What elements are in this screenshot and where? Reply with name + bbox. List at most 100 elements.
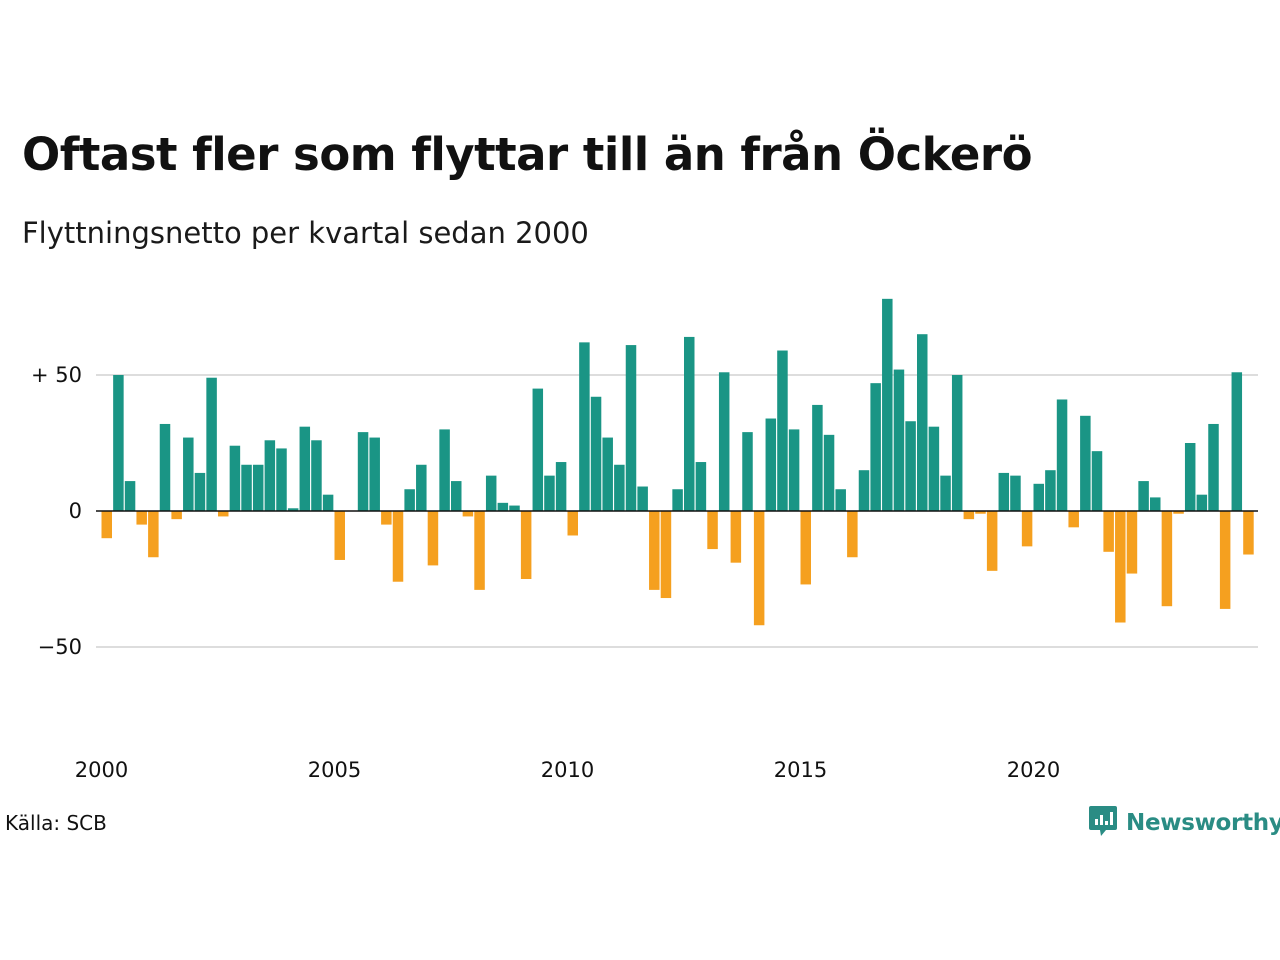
bar-negative	[136, 511, 147, 525]
bar-negative	[963, 511, 975, 520]
bar-positive	[940, 475, 951, 511]
bar-positive	[823, 434, 835, 511]
bar-positive	[742, 432, 753, 511]
bar-negative	[730, 511, 742, 563]
bar-positive	[276, 448, 287, 511]
bar-positive	[159, 423, 171, 511]
bar-positive	[241, 464, 252, 511]
bar-negative	[1126, 511, 1138, 574]
bars	[101, 298, 1254, 626]
bar-positive	[404, 489, 415, 511]
bar-positive	[777, 350, 788, 511]
bar-positive	[497, 502, 509, 511]
bar-positive	[858, 470, 870, 511]
bar-positive	[1045, 470, 1056, 511]
bar-negative	[462, 511, 474, 517]
bar-positive	[614, 464, 625, 511]
bar-negative	[1243, 511, 1254, 555]
bar-negative	[1021, 511, 1033, 547]
bar-positive	[299, 426, 311, 511]
bar-negative	[707, 511, 718, 550]
bar-positive	[322, 494, 334, 511]
bar-positive	[765, 418, 777, 511]
bar-positive	[590, 396, 602, 511]
bar-positive	[555, 462, 567, 511]
newsworthy-chat-chart-icon	[1088, 804, 1118, 842]
source-note: Källa: SCB	[5, 811, 107, 835]
bar-negative	[847, 511, 858, 558]
x-axis-ticks: 2000 2005 2010 2015 2020	[75, 758, 1060, 782]
bar-positive	[1080, 415, 1091, 511]
bar-positive	[1033, 483, 1044, 511]
bar-positive	[311, 440, 322, 511]
bar-positive	[1056, 399, 1068, 511]
bar-positive	[1196, 494, 1208, 511]
bar-negative	[986, 511, 998, 571]
bar-positive	[1231, 372, 1243, 511]
bar-positive	[264, 440, 276, 511]
bar-negative	[753, 511, 765, 626]
bar-negative	[1161, 511, 1173, 607]
bar-negative	[567, 511, 578, 536]
bar-positive	[1091, 451, 1103, 511]
bar-positive	[695, 462, 707, 511]
x-tick-label: 2015	[774, 758, 827, 782]
bar-negative	[427, 511, 439, 566]
bar-negative	[1103, 511, 1114, 552]
bar-positive	[206, 377, 217, 511]
bar-positive	[124, 481, 136, 511]
bar-negative	[171, 511, 182, 520]
bar-negative	[1173, 511, 1184, 514]
bar-negative	[148, 511, 159, 558]
bar-negative	[1219, 511, 1231, 609]
brand-logo[interactable]: Newsworthy	[1088, 804, 1280, 842]
bar-negative	[520, 511, 532, 579]
bar-negative	[660, 511, 672, 599]
bar-positive	[672, 489, 683, 511]
bar-positive	[113, 375, 124, 511]
bar-negative	[334, 511, 345, 560]
bar-negative	[101, 511, 112, 539]
bar-positive	[357, 432, 369, 511]
bar-positive	[882, 298, 893, 511]
bar-positive	[928, 426, 940, 511]
bar-positive	[684, 336, 695, 511]
bar-positive	[287, 508, 299, 511]
y-tick-label: 0	[69, 499, 82, 523]
bar-negative	[392, 511, 404, 582]
bar-positive	[951, 375, 963, 511]
bar-positive	[532, 388, 544, 511]
y-tick-label: −50	[38, 635, 82, 659]
bar-positive	[998, 472, 1010, 511]
bar-negative	[381, 511, 392, 525]
bar-positive	[917, 334, 928, 511]
bar-positive	[812, 404, 823, 511]
bar-negative	[218, 511, 229, 517]
bar-positive	[229, 445, 241, 511]
bar-positive	[625, 345, 637, 511]
bar-positive	[1150, 497, 1161, 511]
chart-subtitle: Flyttningsnetto per kvartal sedan 2000	[22, 216, 589, 250]
bar-positive	[1138, 481, 1149, 511]
bar-positive	[602, 437, 613, 511]
bar-negative	[1068, 511, 1079, 528]
bar-positive	[893, 369, 905, 511]
x-tick-label: 2005	[308, 758, 361, 782]
bar-positive	[1010, 475, 1021, 511]
bar-positive	[183, 437, 194, 511]
bar-negative	[474, 511, 485, 590]
bar-positive	[369, 437, 380, 511]
bar-positive	[870, 383, 881, 511]
y-tick-label: + 50	[31, 363, 82, 387]
bar-positive	[905, 421, 916, 511]
bar-positive	[788, 429, 800, 511]
grid-lines	[96, 374, 1258, 648]
bar-negative	[800, 511, 811, 585]
bar-positive	[485, 475, 497, 511]
bar-positive	[718, 372, 730, 511]
bar-negative	[975, 511, 986, 514]
bar-positive	[579, 342, 590, 511]
bar-chart: + 50 0 −50 2000 2005 2010 2015 2020	[31, 298, 1258, 782]
x-tick-label: 2000	[75, 758, 128, 782]
bar-positive	[451, 481, 462, 511]
